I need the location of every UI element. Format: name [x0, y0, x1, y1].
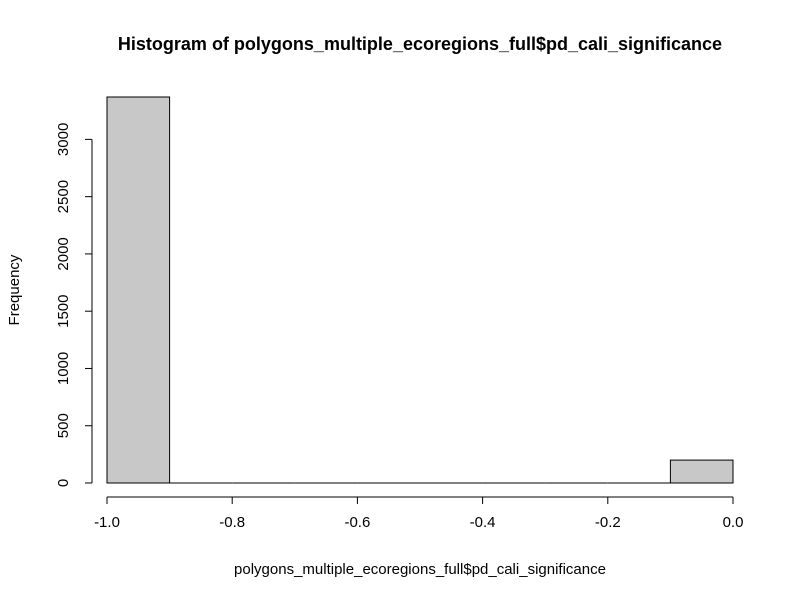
y-tick-label: 0	[55, 479, 72, 487]
x-tick-label: -0.6	[344, 514, 370, 531]
x-tick-label: -1.0	[94, 514, 120, 531]
y-tick-label: 3000	[55, 123, 72, 156]
y-tick-label: 2500	[55, 180, 72, 213]
y-axis-label: Frequency	[6, 254, 23, 325]
x-tick-label: -0.2	[595, 514, 621, 531]
histogram-bars	[106, 96, 734, 484]
chart-title: Histogram of polygons_multiple_ecoregion…	[118, 34, 722, 54]
y-axis: 0 500 1000 1500 2000 2500 3000	[55, 123, 93, 487]
x-axis: -1.0 -0.8 -0.6 -0.4 -0.2 0.0	[94, 496, 744, 531]
y-tick-label: 500	[55, 413, 72, 438]
y-tick-label: 1500	[55, 295, 72, 328]
x-tick-label: -0.4	[470, 514, 496, 531]
histogram-bar-9	[669, 459, 734, 484]
x-axis-label: polygons_multiple_ecoregions_full$pd_cal…	[234, 561, 606, 578]
histogram-bar-0	[106, 96, 171, 484]
x-tick-label: -0.8	[219, 514, 245, 531]
y-tick-label: 1000	[55, 352, 72, 385]
y-tick-label: 2000	[55, 237, 72, 270]
x-tick-label: 0.0	[723, 514, 744, 531]
